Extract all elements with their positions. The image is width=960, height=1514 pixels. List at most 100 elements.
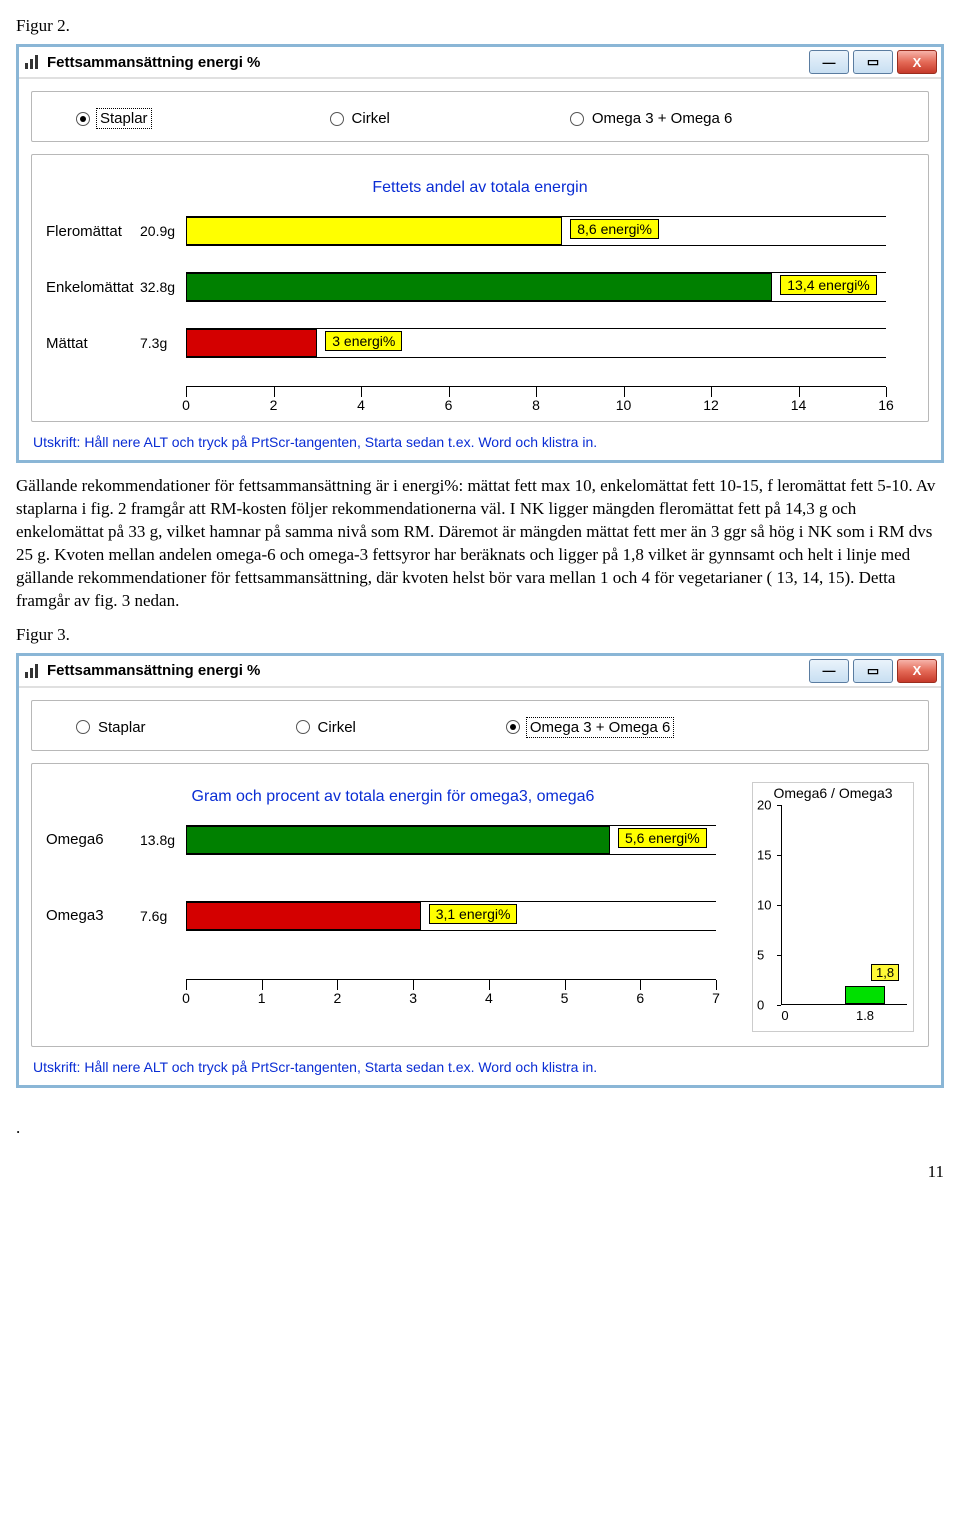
bar: [186, 217, 562, 245]
bar: [186, 273, 772, 301]
y-tick-label: 20: [757, 797, 771, 812]
minimize-button[interactable]: —: [809, 659, 849, 683]
radio-omega-label: Omega 3 + Omega 6: [528, 719, 673, 736]
x-tick: [186, 387, 187, 397]
x-tick-label: 14: [791, 397, 807, 413]
x-tick: [337, 980, 338, 990]
bar-category: Mättat: [46, 335, 126, 352]
bar-grams: 7.6g: [140, 908, 167, 924]
bar-grams: 7.3g: [140, 335, 167, 351]
x-axis: [186, 979, 716, 980]
radio-cirkel[interactable]: Cirkel: [296, 719, 356, 736]
chart-title: Gram och procent av totala energin för o…: [46, 788, 740, 806]
x-tick-label: 0: [182, 990, 190, 1006]
radio-staplar[interactable]: Staplar: [76, 110, 150, 127]
y-tick-label: 10: [757, 897, 771, 912]
page-number: 11: [16, 1162, 944, 1182]
x-tick-label: 3: [409, 990, 417, 1006]
x-tick-label: 2: [270, 397, 278, 413]
radio-staplar-label: Staplar: [98, 110, 150, 127]
radio-omega[interactable]: Omega 3 + Omega 6: [570, 110, 733, 127]
close-button[interactable]: X: [897, 659, 937, 683]
bar-category: Fleromättat: [46, 223, 126, 240]
x-tick: [274, 387, 275, 397]
window-title: Fettsammansättning energi %: [47, 54, 260, 71]
minimize-button[interactable]: —: [809, 50, 849, 74]
chart-body: Fleromättat20.9g8,6 energi%Enkelomättat3…: [46, 209, 914, 407]
y-tick: [777, 855, 781, 856]
y-axis: [781, 805, 782, 1005]
chart-title: Fettets andel av totala energin: [46, 179, 914, 197]
radio-dot-icon: [506, 720, 520, 734]
x-tick-label: 1: [258, 990, 266, 1006]
x-tick-label: 1.8: [856, 1008, 874, 1023]
x-tick-label: 6: [445, 397, 453, 413]
x-tick-label: 5: [561, 990, 569, 1006]
radio-dot-icon: [330, 112, 344, 126]
figure-3-caption: Figur 3.: [16, 625, 944, 645]
x-tick: [262, 980, 263, 990]
titlebar: Fettsammansättning energi % — ▭ X: [19, 47, 941, 79]
x-tick-label: 0: [781, 1008, 788, 1023]
x-tick-label: 16: [878, 397, 894, 413]
x-tick: [799, 387, 800, 397]
radio-cirkel-label: Cirkel: [318, 719, 356, 736]
ratio-title: Omega6 / Omega3: [753, 785, 913, 801]
radio-omega[interactable]: Omega 3 + Omega 6: [506, 719, 673, 736]
chart-groupbox: Fettets andel av totala energin Fleromät…: [31, 154, 929, 422]
ratio-value-label: 1,8: [871, 964, 899, 981]
bar-grams: 13.8g: [140, 832, 175, 848]
energy-percent-label: 5,6 energi%: [618, 828, 707, 848]
x-tick: [413, 980, 414, 990]
chart-body: Omega613.8g5,6 energi%Omega37.6g3,1 ener…: [46, 818, 740, 1000]
x-tick: [624, 387, 625, 397]
body-paragraph: Gällande rekommendationer för fettsamman…: [16, 475, 944, 613]
y-tick-label: 0: [757, 997, 764, 1012]
bar: [186, 826, 610, 854]
radio-staplar-label: Staplar: [98, 719, 146, 736]
x-tick: [449, 387, 450, 397]
chart-groupbox: Gram och procent av totala energin för o…: [31, 763, 929, 1047]
radio-groupbox: Staplar Cirkel Omega 3 + Omega 6: [31, 700, 929, 751]
bar-axis-line: 8,6 energi%: [186, 216, 886, 246]
radio-groupbox: Staplar Cirkel Omega 3 + Omega 6: [31, 91, 929, 142]
y-tick: [777, 805, 781, 806]
x-tick-label: 10: [616, 397, 632, 413]
x-tick-label: 6: [636, 990, 644, 1006]
radio-dot-icon: [76, 112, 90, 126]
x-tick: [565, 980, 566, 990]
x-tick-label: 8: [532, 397, 540, 413]
ratio-panel: Omega6 / Omega3 051015201,801.8: [752, 782, 914, 1032]
radio-staplar[interactable]: Staplar: [76, 719, 146, 736]
figure-2-caption: Figur 2.: [16, 16, 944, 36]
fig3-window: Fettsammansättning energi % — ▭ X Stapla…: [16, 653, 944, 1088]
maximize-button[interactable]: ▭: [853, 659, 893, 683]
bar-axis-line: 13,4 energi%: [186, 272, 886, 302]
radio-cirkel-label: Cirkel: [352, 110, 390, 127]
x-tick-label: 12: [703, 397, 719, 413]
titlebar: Fettsammansättning energi % — ▭ X: [19, 656, 941, 688]
x-tick-label: 0: [182, 397, 190, 413]
y-tick-label: 5: [757, 947, 764, 962]
x-tick: [186, 980, 187, 990]
x-tick: [536, 387, 537, 397]
fig2-window: Fettsammansättning energi % — ▭ X Stapla…: [16, 44, 944, 463]
close-button[interactable]: X: [897, 50, 937, 74]
x-tick-label: 7: [712, 990, 720, 1006]
bar-grams: 20.9g: [140, 223, 175, 239]
energy-percent-label: 3 energi%: [325, 331, 402, 351]
x-tick-label: 4: [357, 397, 365, 413]
energy-percent-label: 3,1 energi%: [429, 904, 518, 924]
radio-cirkel[interactable]: Cirkel: [330, 110, 390, 127]
bar-category: Omega6: [46, 831, 126, 848]
maximize-button[interactable]: ▭: [853, 50, 893, 74]
radio-dot-icon: [76, 720, 90, 734]
bar-axis-line: 5,6 energi%: [186, 825, 716, 855]
x-axis: [781, 1004, 907, 1005]
window-title: Fettsammansättning energi %: [47, 662, 260, 679]
x-tick: [489, 980, 490, 990]
radio-dot-icon: [296, 720, 310, 734]
y-tick: [777, 1005, 781, 1006]
bar-axis-line: 3,1 energi%: [186, 901, 716, 931]
y-tick: [777, 905, 781, 906]
